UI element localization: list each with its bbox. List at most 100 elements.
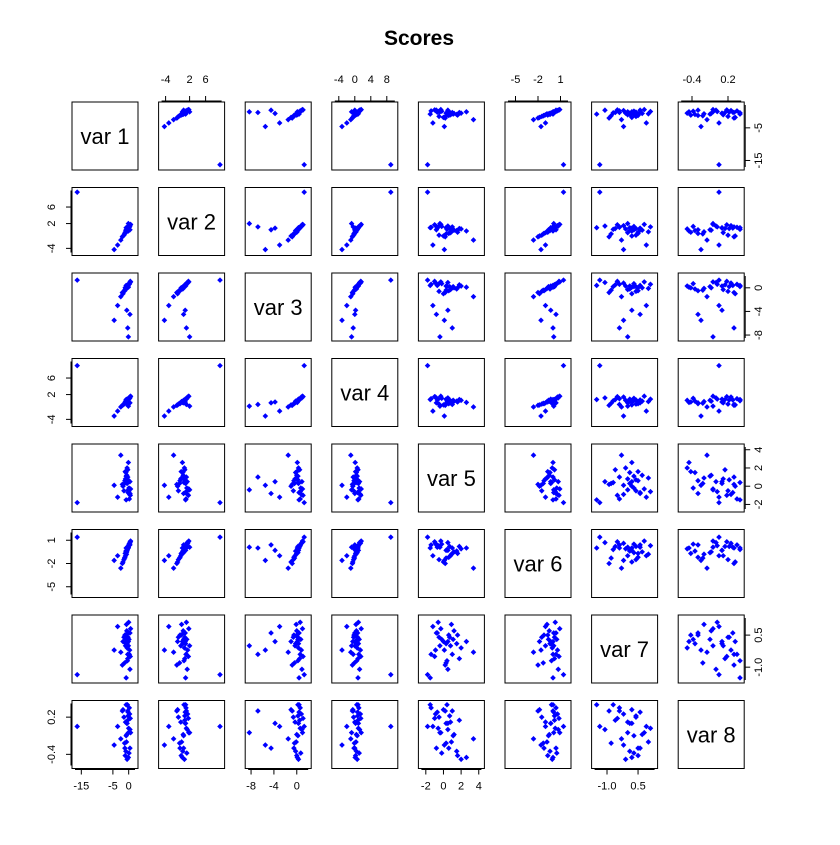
data-point-r1-c3-1: [301, 161, 307, 168]
data-point-r4-c1-31: [127, 400, 133, 406]
data-point-r7-c5-13: [445, 666, 451, 673]
data-point-r6-c3-23: [300, 539, 306, 545]
data-point-r7-c2-17: [166, 623, 172, 630]
data-point-r4-c5-27: [443, 400, 449, 407]
data-point-r7-c2-1: [217, 671, 223, 678]
tick-label-right-3-2: -4: [753, 307, 765, 317]
data-point-r1-c8-34: [688, 112, 694, 118]
data-point-r7-c6-23: [556, 653, 562, 660]
data-point-r3-c7-17: [643, 302, 650, 309]
data-point-r3-c6-1: [560, 277, 567, 283]
data-point-r7-c5-4: [432, 647, 439, 653]
data-point-r8-c6-31: [553, 745, 559, 751]
data-point-r1-c6-24: [536, 114, 543, 121]
data-point-r7-c1-26: [125, 619, 132, 626]
data-point-r2-c6-1: [560, 189, 567, 195]
data-point-r8-c7-31: [637, 745, 643, 751]
data-point-r7-c6-6: [551, 655, 558, 662]
data-point-r8-c2-23: [185, 715, 192, 722]
data-point-r3-c8-29: [710, 334, 716, 340]
data-point-r3-c2-33: [182, 282, 189, 289]
data-point-r5-c8-23: [724, 492, 730, 499]
data-point-r7-c1-31: [127, 630, 133, 636]
data-point-r2-c6-29: [550, 220, 557, 227]
tick-label-top-2-1: -4: [161, 74, 171, 86]
data-point-r6-c4-30: [350, 545, 356, 551]
data-point-r3-c2-34: [178, 285, 184, 291]
data-point-r7-c1-7: [127, 625, 134, 632]
data-point-r4-c3-16: [285, 404, 291, 410]
data-point-r4-c6-18: [538, 413, 544, 419]
data-point-r7-c1-1: [74, 671, 81, 678]
data-point-r3-c7-25: [622, 283, 629, 289]
data-point-r4-c8-11: [701, 398, 707, 405]
data-point-r4-c6-34: [544, 399, 551, 405]
data-point-r5-c8-5: [695, 477, 701, 484]
data-point-r8-c1-27: [121, 740, 128, 746]
data-point-r7-c5-7: [438, 625, 444, 632]
data-point-r8-c7-17: [643, 723, 650, 730]
data-point-r8-c5-29: [437, 729, 443, 736]
data-point-r7-c8-18: [698, 647, 704, 653]
data-point-r2-c3-17: [276, 242, 283, 248]
data-point-r7-c6-33: [550, 675, 556, 681]
data-point-r8-c2-6: [182, 717, 188, 724]
data-point-r2-c8-26: [714, 224, 720, 230]
panel-frame-7-7: [591, 614, 659, 684]
data-point-r3-c4-32: [352, 307, 359, 314]
data-point-r7-c5-6: [456, 655, 463, 662]
data-point-r7-c4-17: [344, 623, 350, 630]
data-point-r8-c4-31: [352, 745, 358, 751]
data-point-r2-c1-34: [122, 229, 129, 236]
diagonal-label-1: var 1: [81, 124, 130, 149]
panel-frame-5-3: [244, 443, 312, 513]
data-point-r5-c6-33: [550, 497, 556, 503]
data-point-r2-c8-34: [688, 229, 694, 236]
data-point-r5-c2-21: [178, 476, 184, 482]
data-point-r6-c1-1: [74, 534, 81, 540]
data-point-r8-c4-14: [353, 748, 360, 755]
data-point-r7-c2-29: [186, 642, 193, 649]
data-point-r4-c3-29: [246, 403, 253, 409]
data-point-r2-c8-21: [720, 229, 726, 236]
data-point-r5-c6-32: [547, 478, 554, 485]
data-point-r8-c5-12: [436, 714, 442, 720]
data-point-r6-c8-32: [719, 547, 725, 554]
data-point-r5-c8-15: [730, 489, 736, 496]
panel-frame-1-5: [417, 101, 485, 171]
data-point-r5-c3-5: [291, 477, 297, 484]
data-point-r8-c2-21: [178, 719, 184, 725]
data-point-r3-c5-9: [463, 284, 470, 291]
data-point-r5-c6-8: [535, 481, 541, 488]
data-point-r3-c7-34: [635, 285, 641, 291]
data-point-r7-c4-25: [354, 645, 360, 651]
data-point-r2-c6-31: [553, 226, 559, 233]
data-point-r2-c3-1: [301, 189, 307, 195]
data-point-r3-c7-23: [614, 278, 621, 285]
panel-frame-6-8: [677, 529, 745, 598]
data-point-r1-c8-24: [732, 114, 738, 121]
data-point-r6-c8-33: [737, 545, 743, 551]
data-point-r2-c5-18: [441, 246, 448, 253]
data-point-r1-c8-32: [719, 110, 725, 117]
data-point-r8-c6-33: [550, 701, 556, 708]
data-point-r6-c1-18: [111, 557, 117, 564]
panel-frame-6-1: [71, 529, 139, 598]
data-point-r4-c8-6: [722, 396, 728, 403]
data-point-r7-c1-18: [111, 647, 117, 653]
data-point-r3-c4-34: [352, 285, 359, 291]
data-point-r3-c2-32: [182, 307, 188, 314]
panel-frame-7-1: [71, 614, 139, 684]
data-point-r1-c7-32: [629, 110, 635, 117]
data-point-r5-c7-26: [647, 488, 654, 495]
data-point-r7-c4-20: [356, 636, 362, 643]
data-point-r3-c8-13: [713, 279, 719, 286]
data-point-r5-c3-17: [276, 494, 283, 500]
data-point-r4-c1-17: [114, 408, 121, 414]
data-point-r8-c6-34: [544, 752, 551, 759]
data-point-r3-c2-18: [161, 317, 168, 324]
data-point-r8-c1-16: [117, 736, 124, 742]
data-point-r2-c4-27: [351, 231, 358, 237]
data-point-r4-c8-15: [730, 397, 736, 403]
